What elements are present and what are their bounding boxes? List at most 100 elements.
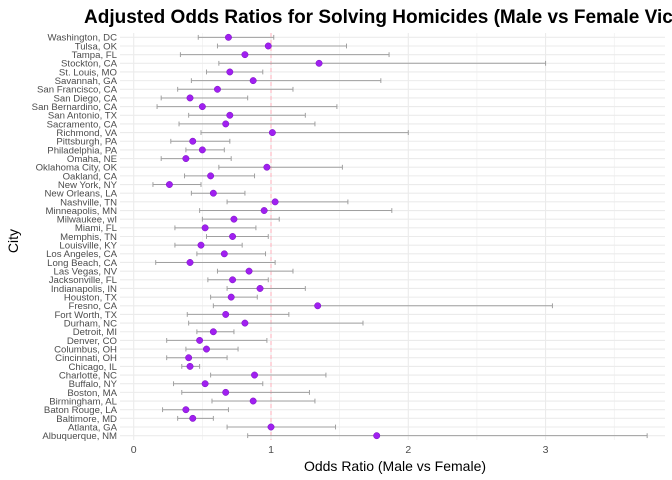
- odds-ratio-point: [197, 241, 205, 249]
- x-tick-label: 2: [405, 444, 411, 456]
- odds-ratio-point: [189, 137, 197, 145]
- odds-ratio-point: [264, 42, 272, 50]
- y-tick-label: Minneapolis, MN: [46, 206, 118, 217]
- y-tick-label: Tulsa, OK: [75, 41, 118, 52]
- y-tick-label: Pittsburgh, PA: [56, 137, 117, 148]
- odds-ratio-point: [314, 302, 322, 310]
- y-axis-title: City: [5, 229, 21, 253]
- odds-ratio-point: [373, 432, 381, 440]
- y-tick-label: Philadelphia, PA: [47, 145, 117, 156]
- odds-ratio-point: [182, 155, 190, 163]
- odds-ratio-point: [267, 423, 275, 431]
- y-tick-label: Chicago, IL: [68, 362, 117, 373]
- chart-title: Adjusted Odds Ratios for Solving Homicid…: [84, 7, 672, 28]
- y-tick-label: Baltimore, MD: [56, 414, 117, 425]
- odds-ratio-point: [214, 85, 221, 93]
- y-tick-label: Las Vegas, NV: [54, 267, 118, 278]
- y-tick-label: Denver, CO: [67, 336, 117, 347]
- odds-ratio-point: [249, 397, 257, 405]
- y-tick-label: Boston, MA: [67, 388, 117, 399]
- odds-ratio-point: [209, 189, 217, 197]
- odds-ratio-point: [241, 51, 249, 59]
- odds-ratio-point: [201, 380, 209, 388]
- y-tick-label: San Francisco, CA: [37, 85, 118, 96]
- odds-ratio-point: [241, 319, 249, 327]
- odds-ratio-point: [229, 276, 237, 284]
- y-tick-label: St. Louis, MO: [59, 67, 117, 78]
- y-tick-label: San Diego, CA: [54, 93, 118, 104]
- y-tick-label: Memphis, TN: [60, 232, 117, 243]
- odds-ratio-point: [186, 94, 194, 102]
- y-tick-label: Atlanta, GA: [68, 422, 118, 433]
- x-tick-label: 3: [543, 444, 549, 456]
- odds-ratio-point: [226, 68, 234, 76]
- y-tick-label: Charlotte, NC: [59, 370, 117, 381]
- y-tick-label: Stockton, CA: [61, 59, 118, 70]
- x-tick-label: 0: [131, 444, 137, 456]
- odds-ratio-point: [227, 293, 235, 301]
- y-tick-label: Indianapolis, IN: [51, 284, 117, 295]
- x-tick-label: 1: [268, 444, 274, 456]
- y-tick-label: Oklahoma City, OK: [36, 163, 118, 174]
- odds-ratio-point: [229, 233, 237, 240]
- y-tick-label: Detroit, MI: [73, 327, 117, 338]
- y-tick-label: New York, NY: [58, 180, 118, 191]
- gridlines: [120, 33, 665, 440]
- y-tick-label: Fresno, CA: [68, 301, 117, 312]
- odds-ratio-point: [245, 267, 253, 275]
- y-tick-label: Baton Rouge, LA: [44, 405, 118, 416]
- x-axis-title: Odds Ratio (Male vs Female): [304, 458, 486, 474]
- odds-ratio-point: [251, 371, 258, 379]
- odds-ratio-point: [196, 336, 204, 344]
- y-tick-label: Durham, NC: [64, 318, 117, 329]
- y-tick-label: San Antonio, TX: [48, 111, 118, 122]
- y-tick-label: Birmingham, AL: [49, 396, 117, 407]
- odds-ratio-point: [220, 250, 228, 258]
- odds-ratio-point: [185, 354, 193, 362]
- odds-ratio-point: [189, 414, 197, 422]
- odds-ratio-point: [222, 120, 230, 128]
- y-tick-label: Miami, FL: [75, 223, 118, 234]
- odds-ratio-point: [207, 172, 215, 180]
- odds-ratio-point: [263, 163, 271, 171]
- y-tick-label: Richmond, VA: [56, 128, 117, 139]
- odds-ratio-point: [186, 259, 194, 266]
- odds-ratio-point: [201, 224, 209, 232]
- odds-ratio-point: [315, 59, 323, 67]
- odds-ratio-point: [271, 198, 279, 206]
- odds-ratio-point: [198, 146, 206, 154]
- y-tick-label: Fort Worth, TX: [54, 310, 117, 321]
- points: [165, 33, 381, 440]
- y-tick-label: Long Beach, CA: [47, 258, 117, 269]
- odds-ratio-point: [203, 345, 210, 353]
- y-tick-label: Washington, DC: [48, 33, 118, 44]
- odds-ratio-point: [230, 215, 238, 223]
- y-tick-label: Jacksonville, FL: [49, 275, 118, 286]
- odds-ratio-point: [256, 285, 264, 292]
- y-tick-label: Savannah, GA: [55, 76, 118, 87]
- y-tick-label: Los Angeles, CA: [46, 249, 118, 260]
- y-tick-label: Houston, TX: [64, 293, 118, 304]
- odds-ratio-point: [249, 77, 257, 85]
- odds-ratio-point: [222, 310, 230, 318]
- y-tick-label: Sacramento, CA: [47, 119, 118, 130]
- odds-ratio-point: [186, 362, 194, 370]
- y-tick-label: Omaha, NE: [67, 154, 117, 165]
- odds-ratio-point: [222, 388, 230, 396]
- y-tick-label: Tampa, FL: [72, 50, 118, 61]
- y-tick-label: Buffalo, NY: [69, 379, 118, 390]
- y-tick-label: Nashville, TN: [60, 197, 117, 208]
- y-tick-label: San Bernardino, CA: [32, 102, 118, 113]
- odds-ratio-point: [165, 181, 173, 188]
- odds-ratio-point: [226, 111, 234, 119]
- errorbars: [152, 34, 648, 439]
- odds-ratio-point: [225, 33, 232, 41]
- odds-ratio-point: [198, 103, 206, 111]
- y-tick-label: Columbus, OH: [54, 344, 117, 355]
- odds-ratio-point: [182, 406, 190, 414]
- y-tick-label: Milwaukee, wI: [57, 215, 117, 226]
- y-tick-label: Cincinnati, OH: [55, 353, 117, 364]
